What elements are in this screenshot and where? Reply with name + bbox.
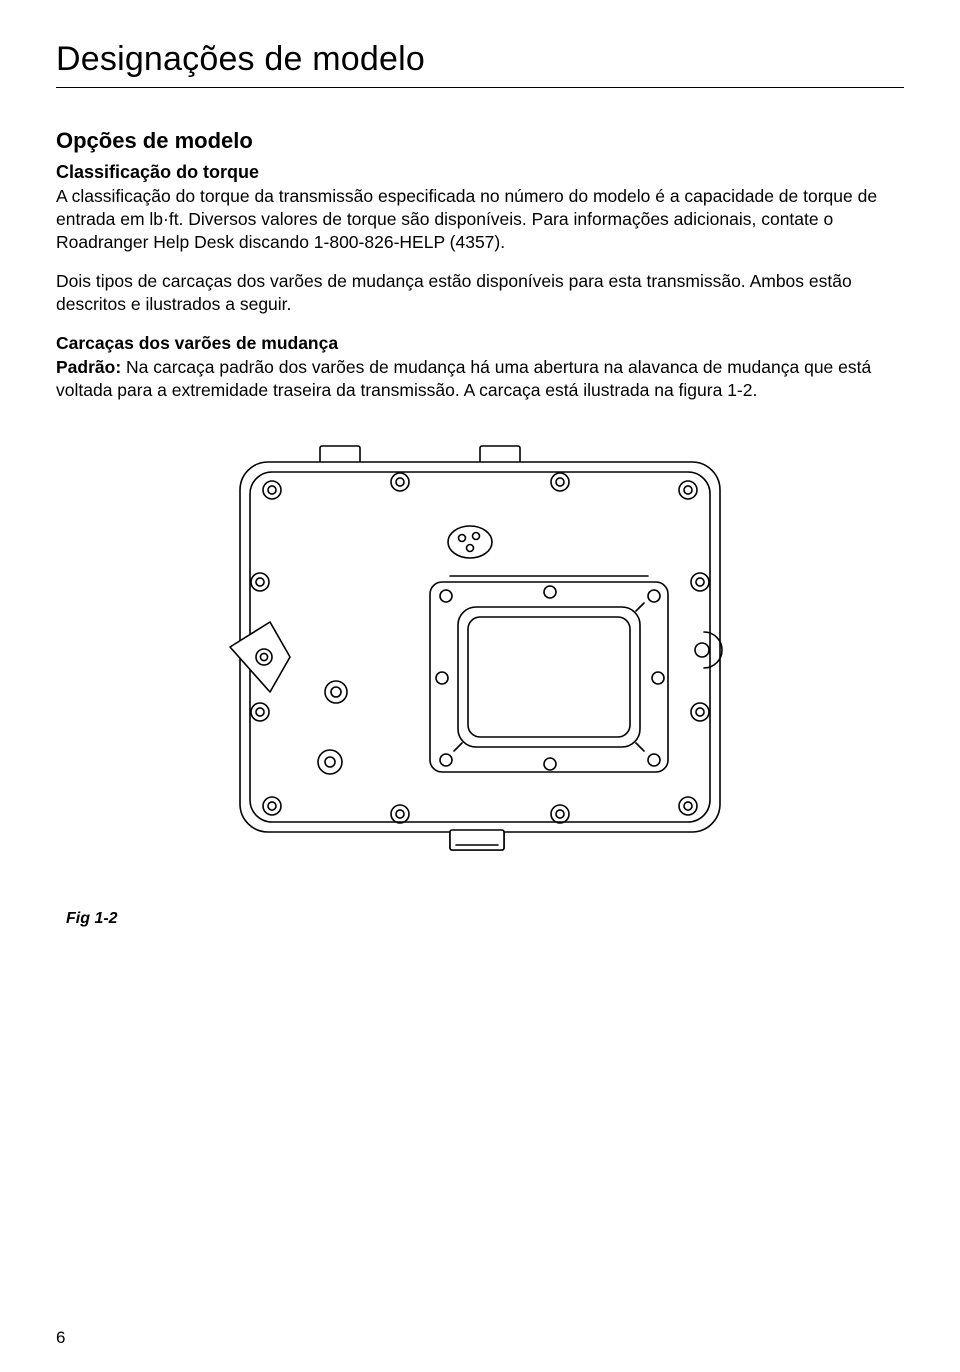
document-page: Designações de modelo Opções de modelo C… (0, 0, 960, 1372)
figure-caption: Fig 1-2 (66, 910, 904, 928)
page-number: 6 (56, 1328, 65, 1348)
bold-heading-housing: Carcaças dos varões de mudança (56, 333, 338, 353)
bold-label-standard: Padrão: (56, 357, 121, 377)
title-divider (56, 87, 904, 88)
paragraph-housing-types: Dois tipos de carcaças dos varões de mud… (56, 270, 904, 316)
paragraph-standard-housing: Carcaças dos varões de mudança Padrão: N… (56, 332, 904, 401)
section-title: Opções de modelo (56, 128, 904, 154)
figure-container (56, 432, 904, 872)
subsection-title: Classificação do torque (56, 162, 904, 183)
paragraph-torque: A classificação do torque da transmissão… (56, 185, 904, 254)
paragraph-standard-body: Na carcaça padrão dos varões de mudança … (56, 357, 871, 400)
page-title: Designações de modelo (56, 40, 904, 79)
housing-diagram (200, 432, 760, 872)
